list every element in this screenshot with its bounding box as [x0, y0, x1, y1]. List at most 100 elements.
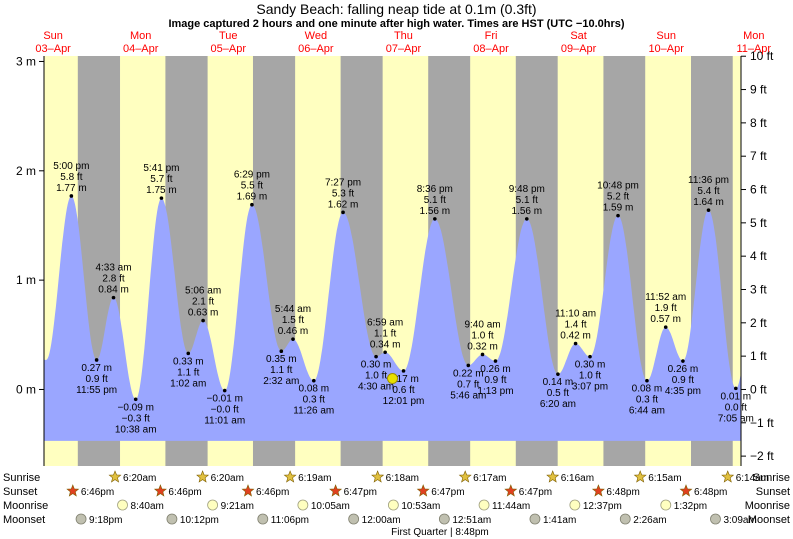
extreme-point: [279, 349, 284, 354]
extreme-point: [383, 350, 387, 355]
moonrise-icon: [207, 499, 219, 511]
moonset-time: 2:26am: [633, 515, 666, 526]
extreme-point: [201, 318, 205, 323]
right-tick-label: 5 ft: [750, 216, 767, 230]
extreme-time-label: 6:20 am: [540, 399, 576, 410]
extreme-time-label: 4:35 pm: [665, 386, 701, 397]
extreme-ft-label: 1.5 ft: [282, 315, 304, 326]
day-label-date: 04–Apr: [123, 43, 159, 55]
extreme-time-label: 6:29 pm: [234, 170, 270, 181]
chart-subtitle: Image captured 2 hours and one minute af…: [168, 18, 625, 30]
extreme-m-label: 0.26 m: [668, 364, 699, 375]
extreme-ft-label: 5.1 ft: [516, 195, 538, 206]
extreme-m-label: 0.14 m: [543, 377, 574, 388]
right-tick-label: 9 ft: [750, 83, 767, 97]
extreme-time-label: 4:30 am: [358, 382, 394, 393]
day-label-date: 06–Apr: [298, 43, 334, 55]
moonset-time: 12:00am: [362, 515, 401, 526]
sunset-icon: [679, 484, 693, 497]
extreme-time-label: 11:55 pm: [76, 385, 117, 396]
extreme-ft-label: 0.6 ft: [392, 385, 414, 396]
extreme-point: [374, 354, 378, 359]
moonset-icon: [75, 513, 87, 525]
moonrise-time: 9:21am: [221, 501, 254, 512]
right-tick-label: 8 ft: [750, 116, 767, 130]
left-tick-label: 0 m: [16, 382, 36, 396]
extreme-ft-label: 1.4 ft: [564, 320, 586, 331]
extreme-m-label: 0.32 m: [467, 341, 498, 352]
day-label-date: 05–Apr: [211, 43, 247, 55]
extreme-m-label: 0.30 m: [575, 360, 606, 371]
moonrise-icon: [117, 499, 128, 511]
moonset-time: 1:41am: [543, 515, 576, 526]
extreme-ft-label: 1.1 ft: [177, 367, 199, 378]
extreme-point: [681, 359, 685, 363]
extreme-m-label: 0.35 m: [266, 354, 297, 365]
day-label-dow: Mon: [130, 30, 151, 42]
extreme-point: [645, 378, 649, 383]
extreme-time-label: 3:07 pm: [572, 382, 608, 393]
sunset-time: 6:46pm: [168, 487, 201, 498]
extreme-m-label: 1.77 m: [56, 183, 87, 194]
extreme-point: [663, 325, 668, 329]
extreme-ft-label: 2.1 ft: [192, 297, 214, 308]
day-label-dow: Sun: [43, 30, 63, 42]
extreme-time-label: 6:59 am: [367, 317, 403, 328]
extreme-m-label: 0.57 m: [650, 314, 681, 325]
extreme-m-label: 0.42 m: [560, 331, 591, 342]
moonrise-time: 10:05am: [311, 501, 350, 512]
sunrise-time: 6:19am: [298, 473, 331, 484]
extreme-ft-label: 5.4 ft: [697, 186, 719, 197]
extreme-ft-label: 1.1 ft: [374, 328, 396, 339]
extreme-m-label: 1.56 m: [512, 206, 543, 217]
day-label-date: 07–Apr: [386, 43, 422, 55]
extreme-time-label: 12:01 pm: [383, 396, 425, 407]
tide-area: [44, 195, 741, 441]
right-tick-label: 2 ft: [750, 316, 767, 330]
extreme-time-label: 5:44 am: [275, 304, 311, 315]
extreme-time-label: 10:38 am: [115, 424, 157, 435]
extreme-m-label: −0.09 m: [117, 402, 153, 413]
extreme-time-label: 10:48 pm: [597, 181, 639, 192]
right-tick-label: 6 ft: [750, 183, 767, 197]
sunset-icon: [416, 484, 430, 497]
sunset-time: 6:48pm: [694, 487, 727, 498]
extreme-m-label: 0.46 m: [278, 326, 309, 337]
sunset-time: 6:46pm: [81, 487, 114, 498]
extreme-time-label: 5:46 am: [450, 390, 486, 401]
current-level-marker: [387, 373, 398, 385]
extreme-ft-label: 0.9 ft: [484, 375, 506, 386]
sunrise-time: 6:14am: [736, 473, 769, 484]
extreme-m-label: 0.08 m: [632, 384, 663, 395]
day-label-dow: Wed: [305, 30, 327, 42]
moonrise-icon: [387, 499, 399, 511]
extreme-ft-label: 0.5 ft: [547, 388, 569, 399]
sunset-time: 6:48pm: [606, 487, 639, 498]
extreme-point: [133, 397, 138, 402]
left-tick-label: 2 m: [16, 164, 36, 178]
day-labels: Sun03–AprMon04–AprTue05–AprWed06–AprThu0…: [35, 30, 771, 55]
extreme-ft-label: 5.2 ft: [607, 192, 629, 203]
extreme-m-label: −0.01 m: [206, 394, 242, 405]
extreme-m-label: 0.33 m: [173, 356, 204, 367]
extreme-m-label: 1.64 m: [693, 197, 724, 208]
extreme-m-label: 0.17 m: [388, 374, 419, 385]
extreme-point: [159, 196, 164, 200]
moonset-row-label-left: Moonset: [3, 514, 45, 526]
sunset-icon: [504, 484, 518, 497]
extreme-point: [524, 217, 529, 221]
extreme-ft-label: 1.0 ft: [471, 330, 493, 341]
sunrise-time: 6:15am: [648, 473, 681, 484]
extreme-ft-label: 1.9 ft: [655, 303, 677, 314]
moonrise-icon: [569, 499, 581, 511]
moonset-row-label-right: Moonset: [748, 514, 790, 526]
extreme-time-label: 9:40 am: [464, 319, 500, 330]
sunset-icon: [329, 484, 343, 497]
extreme-time-label: 6:44 am: [629, 406, 665, 417]
extreme-time-label: 5:00 pm: [53, 161, 89, 172]
chart-title: Sandy Beach: falling neap tide at 0.1m (…: [256, 1, 537, 17]
extreme-time-label: 11:10 am: [555, 309, 596, 320]
right-tick-label: 7 ft: [750, 149, 767, 163]
extreme-point: [250, 202, 254, 207]
